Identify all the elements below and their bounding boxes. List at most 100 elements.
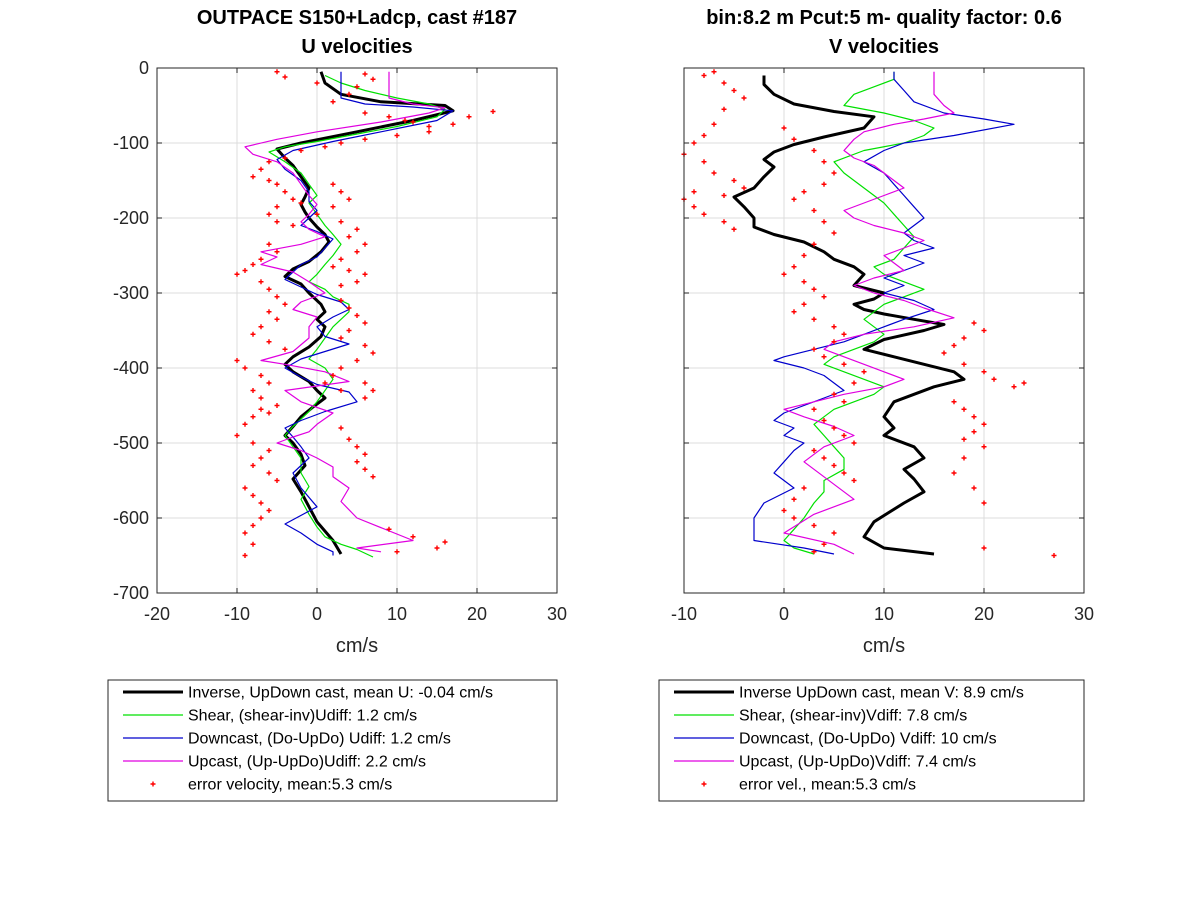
u-error-point — [282, 189, 288, 195]
u-error-point — [258, 279, 264, 285]
u-error-point — [298, 148, 304, 153]
u-error-point — [234, 433, 240, 438]
v-error-point — [821, 181, 827, 187]
u-legend-marker — [150, 781, 156, 787]
u-error-point — [258, 256, 264, 262]
u-error-point — [394, 549, 400, 555]
v-error-point — [841, 331, 847, 337]
u-error-point — [346, 436, 352, 442]
v-series-line-0 — [732, 75, 966, 556]
u-error-point — [362, 320, 368, 326]
u-error-point — [346, 234, 352, 240]
v-error-point — [801, 279, 807, 285]
u-error-point — [266, 309, 272, 315]
u-error-point — [402, 118, 408, 123]
v-legend-label: Shear, (shear-inv)Vdiff: 7.8 cm/s — [739, 708, 967, 725]
u-error-point — [258, 324, 264, 330]
u-error-point — [346, 305, 352, 311]
v-xtick-label: 10 — [874, 604, 894, 624]
u-xtick-label: -20 — [144, 604, 170, 624]
u-xlabel: cm/s — [336, 635, 378, 657]
v-error-point — [961, 335, 967, 341]
u-error-point — [362, 71, 368, 77]
u-error-point — [354, 84, 360, 90]
u-error-point — [274, 69, 280, 75]
u-error-point — [338, 140, 344, 146]
u-error-point — [450, 121, 456, 127]
u-error-point — [330, 264, 336, 270]
v-velocity-axes: bin:8.2 m Pcut:5 m- quality factor: 0.6 … — [671, 7, 1094, 657]
v-error-point — [831, 230, 837, 236]
u-error-point — [274, 219, 280, 225]
u-xtick-label: -10 — [224, 604, 250, 624]
u-error-point — [362, 380, 368, 386]
u-error-point — [266, 178, 272, 183]
v-error-point — [861, 369, 867, 375]
v-legend: Inverse UpDown cast, mean V: 8.9 cm/s She… — [658, 679, 1085, 802]
u-error-point — [434, 545, 440, 551]
u-error-point — [362, 271, 368, 277]
v-error-point — [831, 425, 837, 431]
u-error-point — [266, 380, 272, 386]
v-title-line-2: V velocities — [829, 36, 939, 58]
v-error-point — [731, 178, 737, 183]
u-error-point — [290, 223, 296, 228]
u-error-point — [242, 485, 248, 491]
v-xtick-label: 0 — [779, 604, 789, 624]
u-error-point — [274, 204, 280, 210]
u-error-point — [242, 530, 248, 536]
u-error-point — [282, 301, 288, 307]
v-error-point — [981, 328, 987, 333]
v-error-point — [961, 361, 967, 367]
v-error-point — [971, 485, 977, 491]
u-error-point — [290, 196, 296, 202]
u-error-point — [354, 459, 360, 465]
u-title-line-2: U velocities — [301, 36, 412, 58]
v-error-point — [721, 80, 727, 86]
u-error-point — [258, 515, 264, 521]
u-error-point — [346, 268, 352, 273]
v-error-point — [781, 508, 787, 513]
v-error-point — [791, 264, 797, 270]
v-error-point — [831, 339, 837, 345]
v-error-point — [961, 455, 967, 461]
u-error-point — [266, 410, 272, 416]
u-error-point — [426, 129, 432, 135]
u-error-point — [258, 373, 264, 378]
v-error-point — [811, 148, 817, 153]
v-error-point — [811, 316, 817, 322]
u-error-point — [346, 328, 352, 333]
u-ytick-label: -700 — [113, 583, 149, 603]
v-error-point — [721, 193, 727, 198]
u-error-point — [274, 294, 280, 300]
u-legend-label: error velocity, mean:5.3 cm/s — [188, 777, 392, 794]
v-error-point — [701, 73, 707, 78]
u-error-point — [362, 343, 368, 348]
u-xtick-label: 30 — [547, 604, 567, 624]
v-error-point — [811, 346, 817, 352]
u-error-point — [274, 478, 280, 483]
u-error-point — [410, 534, 416, 540]
v-error-point — [951, 470, 957, 476]
v-xtick-label: 30 — [1074, 604, 1094, 624]
u-velocity-axes: OUTPACE S150+Ladcp, cast #187 U velociti… — [113, 7, 567, 657]
u-error-point — [426, 124, 432, 129]
u-error-point — [442, 539, 448, 545]
v-error-point — [691, 204, 697, 210]
u-series-line-1 — [268, 74, 446, 558]
v-error-point — [821, 354, 827, 360]
v-error-point — [821, 219, 827, 225]
u-error-point — [330, 373, 336, 378]
v-error-point — [791, 309, 797, 315]
v-error-point — [811, 448, 817, 453]
u-error-point — [354, 444, 360, 450]
u-legend-label: Shear, (shear-inv)Udiff: 1.2 cm/s — [188, 708, 417, 725]
u-error-point — [330, 181, 336, 187]
v-legend-label: Downcast, (Do-UpDo) Vdiff: 10 cm/s — [739, 731, 997, 748]
v-error-point — [951, 399, 957, 405]
v-plot-area — [681, 69, 1057, 558]
u-error-point — [282, 346, 288, 352]
u-error-point — [338, 256, 344, 262]
u-error-point — [298, 200, 304, 206]
u-error-point — [258, 395, 264, 401]
